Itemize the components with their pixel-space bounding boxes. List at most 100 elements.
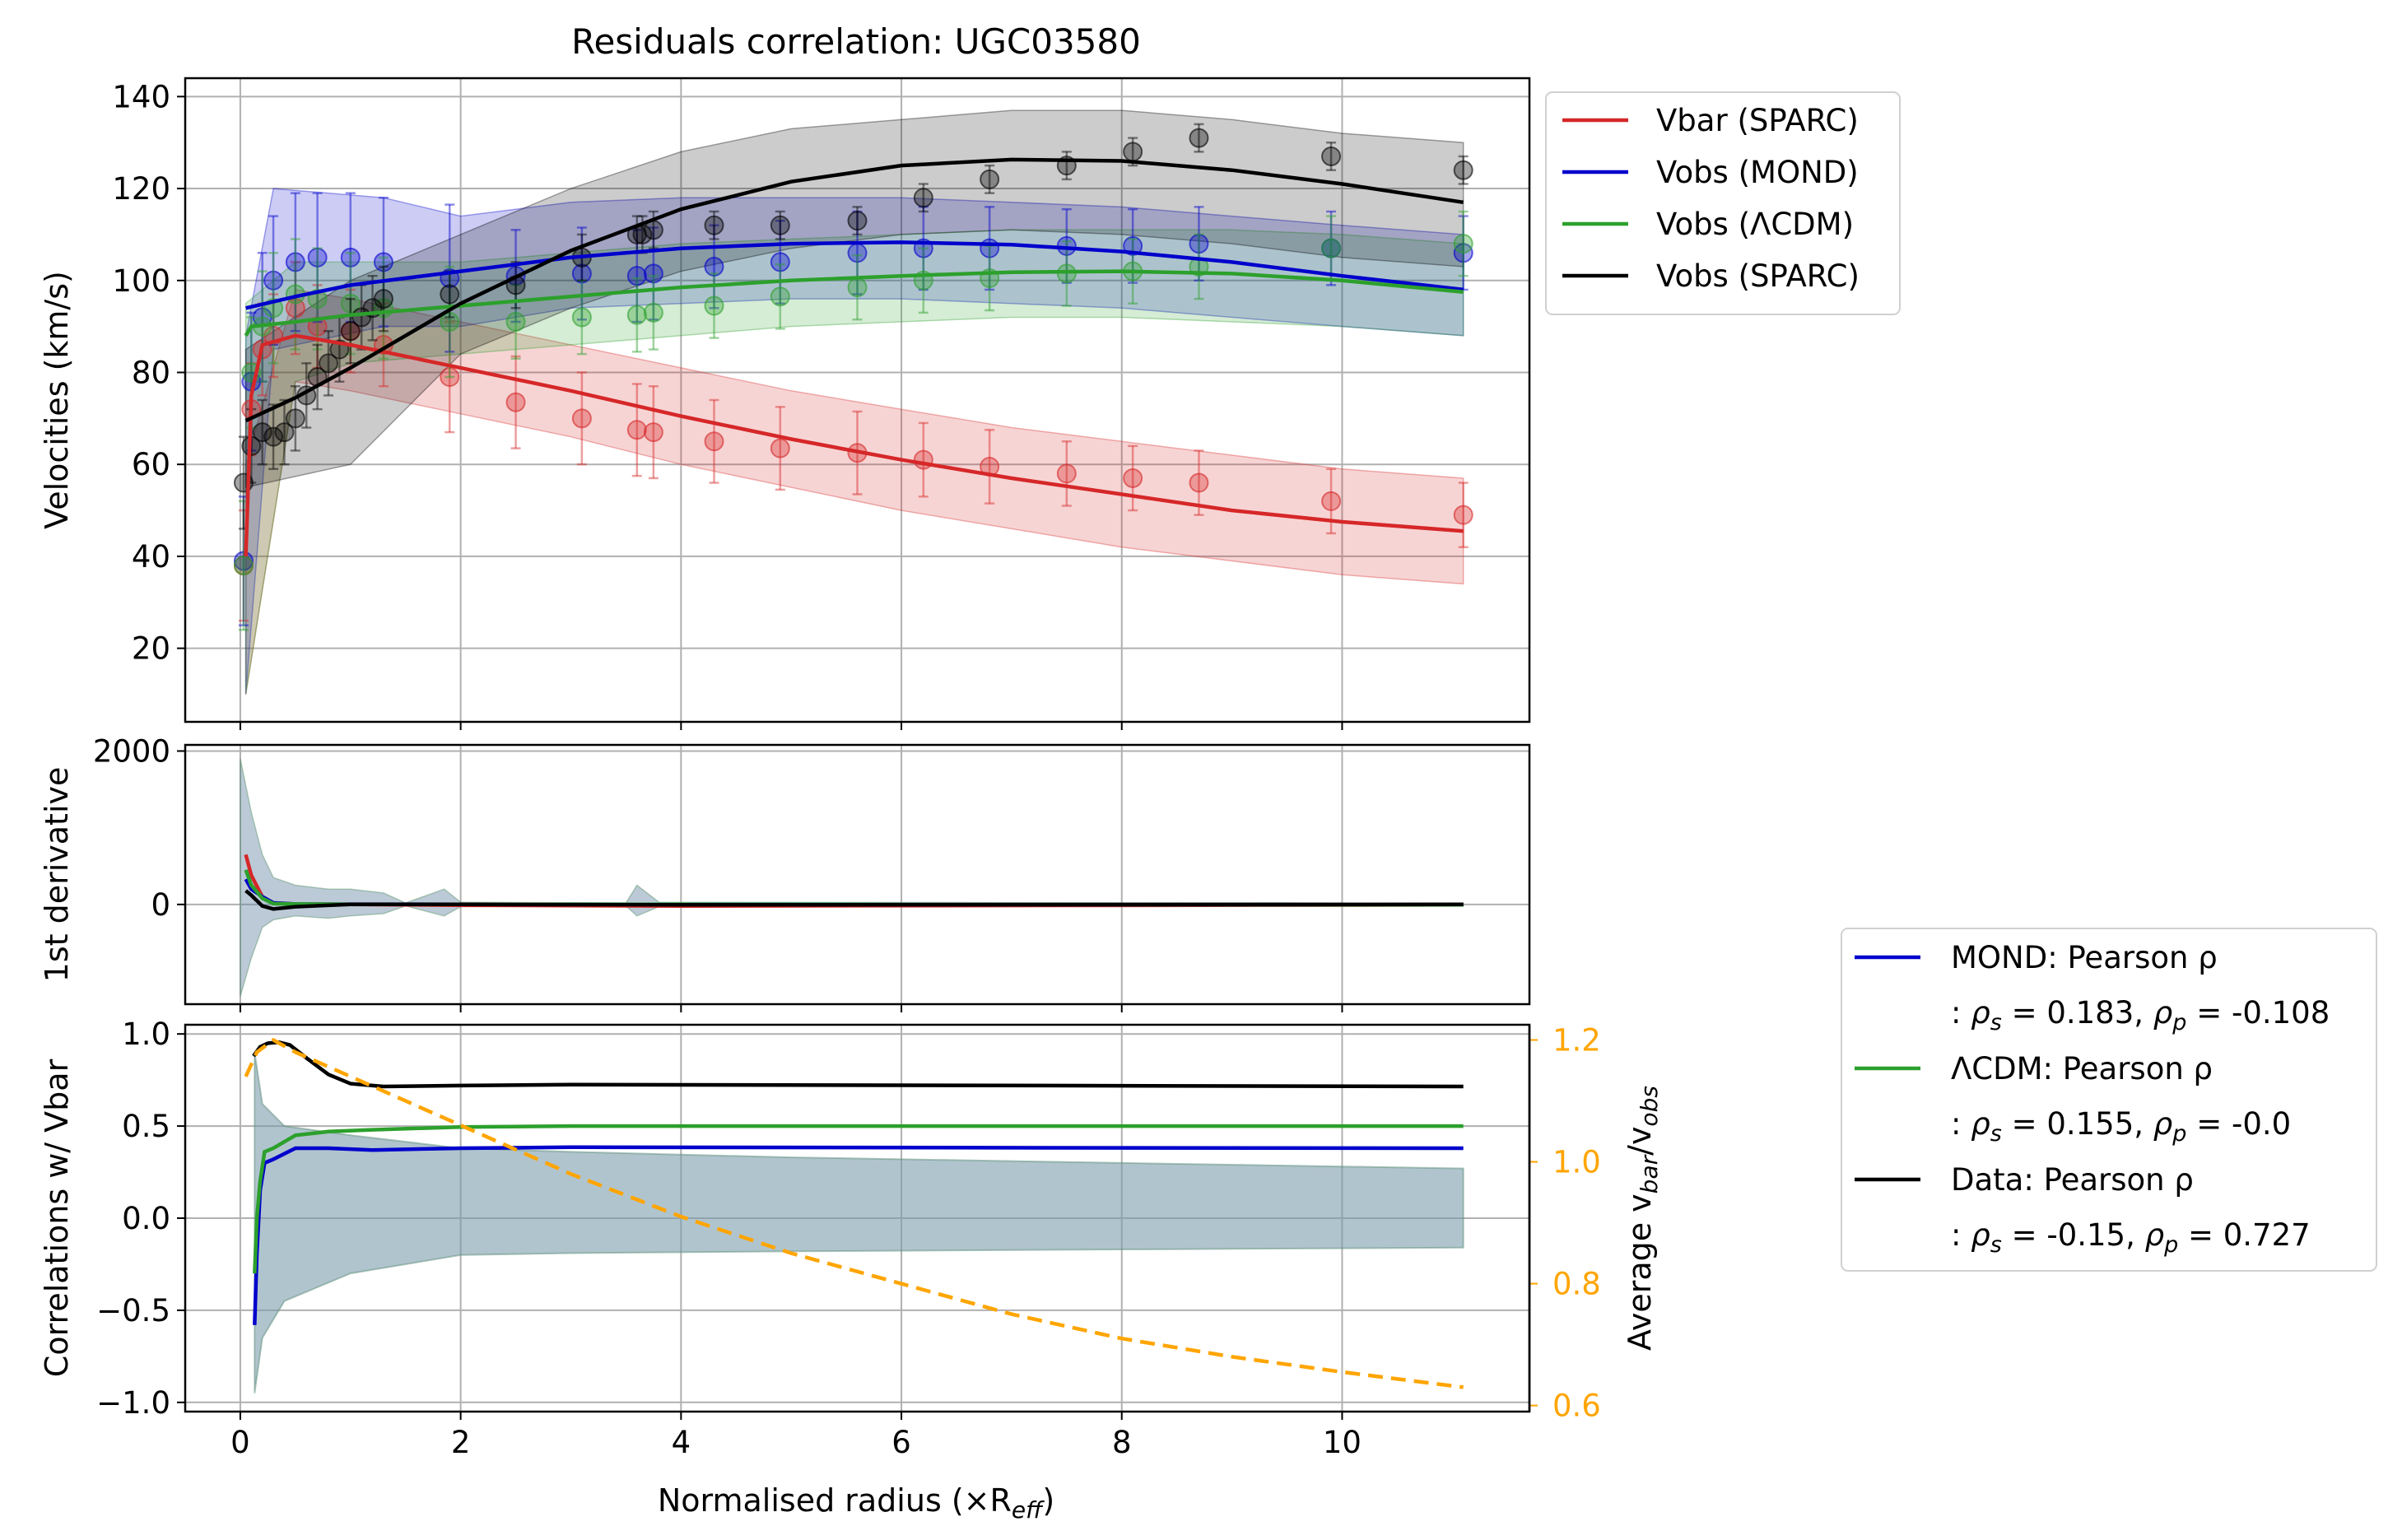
band-vbar xyxy=(244,289,1464,695)
legend-stats-part: ρ xyxy=(1971,1217,1990,1253)
legend-stats-lcdm: : ρs = 0.155, ρp = -0.0 xyxy=(1951,1106,2291,1147)
x-tick-label: 6 xyxy=(891,1425,911,1460)
x-tick-label: 10 xyxy=(1323,1425,1362,1460)
x-tick-label: 2 xyxy=(451,1425,471,1460)
data-point-vbar xyxy=(1189,472,1209,493)
legend-stats-data: : ρs = -0.15, ρp = 0.727 xyxy=(1951,1217,2311,1258)
y-tick-label: 60 xyxy=(132,447,170,482)
data-point-lcdm xyxy=(770,286,790,307)
legend-label-lcdm: Vobs (ΛCDM) xyxy=(1656,207,1854,242)
legend-stats-part: s xyxy=(1990,1232,2002,1258)
x-axis-label-sub: eff xyxy=(1012,1496,1045,1524)
y-axis-label: Correlations w/ Vbar xyxy=(39,1058,75,1377)
legend-box xyxy=(1545,91,1901,315)
derivative-band xyxy=(240,758,1464,997)
data-point-data xyxy=(340,321,361,342)
legend-velocities: Vbar (SPARC) Vobs (MOND) Vobs (ΛCDM) Vobs (… xyxy=(1545,91,1901,315)
right-y-tick-label: 0.6 xyxy=(1552,1389,1601,1424)
y-axis-label: 1st derivative xyxy=(39,767,75,983)
plot-area xyxy=(244,1037,1464,1393)
data-point-data xyxy=(1321,146,1342,166)
legend-stats-part: = 0.727 xyxy=(2178,1217,2310,1253)
data-point-lcdm xyxy=(505,312,526,333)
data-point-mond xyxy=(626,266,647,286)
y-tick-label: 100 xyxy=(112,263,170,299)
data-point-mond xyxy=(1189,234,1209,254)
axes-frame xyxy=(184,77,1531,723)
data-point-data xyxy=(980,169,1000,189)
band-mond xyxy=(244,188,1464,695)
y-tick-label: 20 xyxy=(132,631,170,667)
data-point-data xyxy=(1123,142,1143,162)
legend-label-data: Vobs (SPARC) xyxy=(1656,258,1860,294)
right-y-axis-label-part: Average v xyxy=(1622,1193,1658,1351)
legend-stats-part: : xyxy=(1951,1106,1971,1142)
x-axis-label-close: ) xyxy=(1042,1482,1054,1519)
legend-stats-part: = -0.0 xyxy=(2186,1106,2291,1142)
legend-stats-part: p xyxy=(2172,1010,2186,1035)
data-point-mond xyxy=(770,252,790,272)
data-point-vbar xyxy=(571,408,592,429)
y-tick-label: 120 xyxy=(112,171,170,207)
data-point-lcdm xyxy=(1453,234,1473,254)
legend-stats-part: ρ xyxy=(2145,1217,2165,1253)
right-y-tick-label: 0.8 xyxy=(1552,1267,1601,1302)
data-point-mond xyxy=(307,247,328,268)
plot-area xyxy=(240,758,1464,997)
data-point-mond xyxy=(704,257,724,277)
legend-stats-part: ρ xyxy=(1971,1106,1990,1142)
legend-stats-part: ρ xyxy=(2153,995,2173,1031)
data-point-lcdm xyxy=(626,305,647,325)
fit-line-data xyxy=(244,157,1464,423)
legend-stats-part: s xyxy=(1990,1010,2002,1035)
data-point-vbar xyxy=(1321,491,1342,511)
data-point-data xyxy=(704,215,724,235)
data-point-vbar xyxy=(1123,468,1143,488)
y-tick-label: 80 xyxy=(132,355,170,390)
data-point-vbar xyxy=(770,438,790,458)
y-tick-label: −1.0 xyxy=(96,1385,170,1421)
x-tick-label: 0 xyxy=(230,1425,250,1460)
right-y-axis-label-part: bar xyxy=(1636,1154,1663,1193)
data-point-data xyxy=(319,353,339,374)
correlation-line-lcdm xyxy=(253,1124,1464,1274)
y-axis-label: Velocities (km/s) xyxy=(39,271,75,529)
legend-stats-mond: : ρs = 0.183, ρp = -0.108 xyxy=(1951,995,2330,1035)
data-point-vbar xyxy=(505,392,526,412)
legend-stats-part: ρ xyxy=(2153,1106,2173,1142)
data-point-lcdm xyxy=(440,312,460,333)
data-point-data xyxy=(1453,160,1473,180)
data-point-mond xyxy=(340,247,361,268)
x-tick-label: 8 xyxy=(1112,1425,1132,1460)
x-tick-label: 4 xyxy=(672,1425,691,1460)
data-point-lcdm xyxy=(847,277,868,298)
legend-stats-part: : xyxy=(1951,1217,1971,1253)
correlation-band xyxy=(254,1052,1464,1393)
band-data xyxy=(244,109,1464,489)
data-point-data xyxy=(913,188,933,208)
panel-velocities: 20 40 60 80 100 120 140 Velocities (km/s) xyxy=(39,77,1531,730)
band-lcdm xyxy=(244,229,1464,695)
data-point-vbar xyxy=(643,422,663,443)
plot-area xyxy=(233,109,1473,695)
legend-stats-part: p xyxy=(2172,1121,2186,1147)
fit-line-vbar xyxy=(244,333,1464,556)
data-point-mond xyxy=(643,263,663,284)
chart-title: Residuals correlation: UGC03580 xyxy=(571,21,1141,62)
derivative-line-data xyxy=(244,889,1464,911)
ratio-line xyxy=(244,1037,1464,1389)
data-point-vbar xyxy=(1453,505,1473,525)
right-y-axis-label: Average vbar/vobs xyxy=(1622,1086,1663,1351)
data-point-lcdm xyxy=(1321,238,1342,258)
fit-line-mond xyxy=(245,240,1464,310)
data-point-mond xyxy=(285,252,305,272)
legend-correlations: MOND: Pearson ρ: ρs = 0.183, ρp = -0.108… xyxy=(1841,928,2377,1272)
data-point-mond xyxy=(571,263,592,284)
data-point-vbar xyxy=(440,367,460,388)
legend-stats-part: = 0.155, xyxy=(2002,1106,2153,1142)
y-tick-label: 2000 xyxy=(93,733,170,769)
legend-stats-part: = 0.183, xyxy=(2002,995,2153,1031)
panel-derivative: 0 2000 1st derivative xyxy=(39,733,1531,1012)
data-point-data xyxy=(770,215,790,235)
